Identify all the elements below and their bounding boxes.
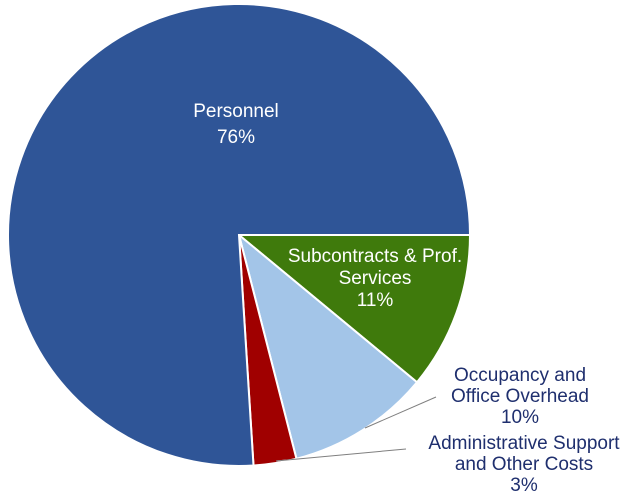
slice-label-line-1-1: Office Overhead <box>451 386 589 407</box>
pie-slice-0 <box>236 234 472 384</box>
slice-label-line-0-0: Subcontracts & Prof. <box>288 246 462 267</box>
slice-label-line-0-1: Services <box>339 268 412 289</box>
slice-percent-0: 11% <box>357 290 394 311</box>
slice-label-line-1-0: Occupancy and <box>454 365 586 386</box>
slice-label-0: Subcontracts & Prof. Services 11% <box>288 246 462 311</box>
leader-line-outline-2 <box>275 448 407 462</box>
slice-label-1: Occupancy and Office Overhead 10% <box>451 365 589 428</box>
slice-label-3: Personnel 76% <box>193 101 279 148</box>
leader-line-outline-1 <box>364 396 437 429</box>
pie-slice-1 <box>237 232 419 460</box>
slice-percent-1: 10% <box>501 407 539 428</box>
slice-label-line-3-0: Personnel <box>193 101 279 122</box>
pie-slice-3 <box>7 2 472 467</box>
slice-percent-3: 76% <box>217 127 255 148</box>
slice-percent-2: 3% <box>510 475 538 496</box>
slice-label-line-2-1: and Other Costs <box>455 454 593 475</box>
slice-label-2: Administrative Support and Other Costs 3% <box>428 433 620 496</box>
slice-label-line-2-0: Administrative Support <box>428 433 620 454</box>
